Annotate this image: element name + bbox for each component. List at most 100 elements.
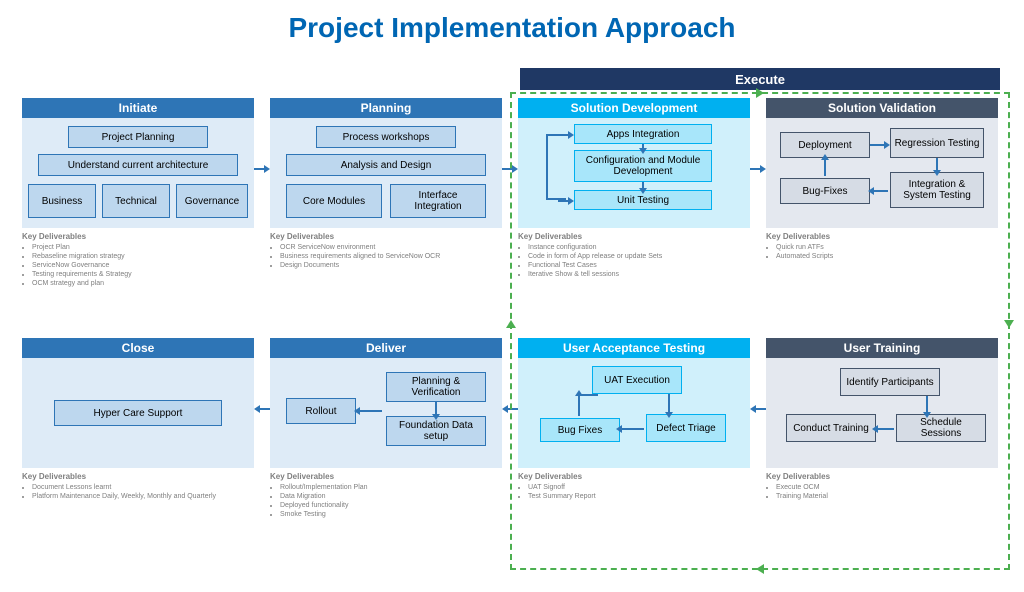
green-arrow-top [756,88,764,98]
phase-body-planning: Process workshops Analysis and Design Core… [270,118,502,228]
deliv-item: Smoke Testing [280,510,502,519]
intra-arrow [870,144,884,146]
deliv-list-solval: Quick run ATFsAutomated Scripts [766,243,998,261]
phase-body-solval: Deployment Regression Testing Bug-Fixes Int… [766,118,998,228]
deliv-item: Rebaseline migration strategy [32,252,254,261]
box-training-ip: Identify Participants [840,368,940,396]
deliv-item: Platform Maintenance Daily, Weekly, Mont… [32,492,254,501]
box-uat-dt: Defect Triage [646,414,726,442]
deliv-title-soldev: Key Deliverables [518,232,750,241]
box-uat-bfx: Bug Fixes [540,418,620,442]
box-soldev-ut: Unit Testing [574,190,712,210]
cycle-line [546,134,566,200]
phase-header-initiate: Initiate [22,98,254,118]
deliv-list-uat: UAT SignoffTest Summary Report [518,483,750,501]
deliv-item: Design Documents [280,261,502,270]
phase-body-soldev: Apps IntegrationConfiguration and Module… [518,118,750,228]
phase-uat: User Acceptance TestingUAT ExecutionBug … [518,338,750,568]
box-initiate-bus: Business [28,184,96,218]
box-initiate-pp: Project Planning [68,126,208,148]
intra-arrow [622,428,644,430]
deliv-item: Test Summary Report [528,492,750,501]
intra-arrow [668,394,670,412]
green-arrow-bottom [756,564,764,574]
box-deliver-pv: Planning & Verification [386,372,486,402]
box-deliver-ro: Rollout [286,398,356,424]
deliv-list-soldev: Instance configurationCode in form of Ap… [518,243,750,279]
deliv-item: Functional Test Cases [528,261,750,270]
deliv-title-solval: Key Deliverables [766,232,998,241]
page-title: Project Implementation Approach [0,0,1024,52]
deliv-item: Code in form of App release or update Se… [528,252,750,261]
deliv-item: Project Plan [32,243,254,252]
intra-arrow [878,428,894,430]
phase-soldev: Solution DevelopmentApps IntegrationConf… [518,98,750,328]
deliv-item: Execute OCM [776,483,998,492]
box-planning-ii: Interface Integration [390,184,486,218]
box-training-ct: Conduct Training [786,414,876,442]
box-planning-ad: Analysis and Design [286,154,486,176]
phase-body-uat: UAT ExecutionBug FixesDefect Triage [518,358,750,468]
deliv-title-training: Key Deliverables [766,472,998,481]
box-training-ss: Schedule Sessions [896,414,986,442]
deliv-item: Automated Scripts [776,252,998,261]
phase-planning: PlanningProcess workshopsAnalysis and De… [270,98,502,328]
deliv-item: UAT Signoff [528,483,750,492]
phase-initiate: InitiateProject PlanningUnderstand curre… [22,98,254,328]
intra-arrow [642,182,644,188]
intra-arrow [435,402,437,414]
intra-arrow [824,160,826,176]
box-close-hcs: Hyper Care Support [54,400,222,426]
deliv-item: Iterative Show & tell sessions [528,270,750,279]
phase-grid: InitiateProject PlanningUnderstand curre… [22,98,998,568]
intra-arrow [936,158,938,170]
box-soldev-ai: Apps Integration [574,124,712,144]
phase-body-close: Hyper Care Support [22,358,254,468]
box-solval-reg: Regression Testing [890,128,984,158]
deliv-title-uat: Key Deliverables [518,472,750,481]
box-solval-bf: Bug-Fixes [780,178,870,204]
box-initiate-tec: Technical [102,184,170,218]
box-initiate-gov: Governance [176,184,248,218]
intra-line [578,394,598,396]
phase-body-training: Identify Participants Conduct Training Sch… [766,358,998,468]
deliv-item: Instance configuration [528,243,750,252]
deliv-list-initiate: Project PlanRebaseline migration strateg… [22,243,254,288]
phase-header-deliver: Deliver [270,338,502,358]
deliv-item: Quick run ATFs [776,243,998,252]
deliv-item: OCM strategy and plan [32,279,254,288]
deliv-item: Data Migration [280,492,502,501]
phase-training: User TrainingIdentify ParticipantsConduc… [766,338,998,568]
box-solval-ist: Integration & System Testing [890,172,984,208]
box-planning-cm: Core Modules [286,184,382,218]
intra-arrow [558,200,568,202]
deliv-item: Document Lessons learnt [32,483,254,492]
phase-close: Close Hyper Care Support Key Deliverables D… [22,338,254,568]
deliv-item: Rollout/Implementation Plan [280,483,502,492]
deliv-title-close: Key Deliverables [22,472,254,481]
phase-header-uat: User Acceptance Testing [518,338,750,358]
phase-deliver: Deliver Rollout Planning & Verification Fou… [270,338,502,568]
deliv-item: Deployed functionality [280,501,502,510]
phase-body-deliver: Rollout Planning & Verification Foundation… [270,358,502,468]
deliv-list-planning: OCR ServiceNow environmentBusiness requi… [270,243,502,270]
phase-solval: Solution Validation Deployment Regression … [766,98,998,328]
box-deliver-fds: Foundation Data setup [386,416,486,446]
box-solval-dep: Deployment [780,132,870,158]
green-arrow-left-up [506,320,516,328]
box-planning-pw: Process workshops [316,126,456,148]
phase-header-close: Close [22,338,254,358]
green-arrow-right-down [1004,320,1014,328]
deliv-title-planning: Key Deliverables [270,232,502,241]
phase-body-initiate: Project PlanningUnderstand current archi… [22,118,254,228]
deliv-list-close: Document Lessons learntPlatform Maintena… [22,483,254,501]
deliv-item: Business requirements aligned to Service… [280,252,502,261]
execute-loop-right [1008,92,1010,570]
intra-arrow [874,190,888,192]
deliv-list-training: Execute OCMTraining Material [766,483,998,501]
intra-arrow [360,410,382,412]
deliv-item: Testing requirements & Strategy [32,270,254,279]
phase-header-solval: Solution Validation [766,98,998,118]
intra-arrow [642,144,644,148]
deliv-list-deliver: Rollout/Implementation PlanData Migratio… [270,483,502,519]
